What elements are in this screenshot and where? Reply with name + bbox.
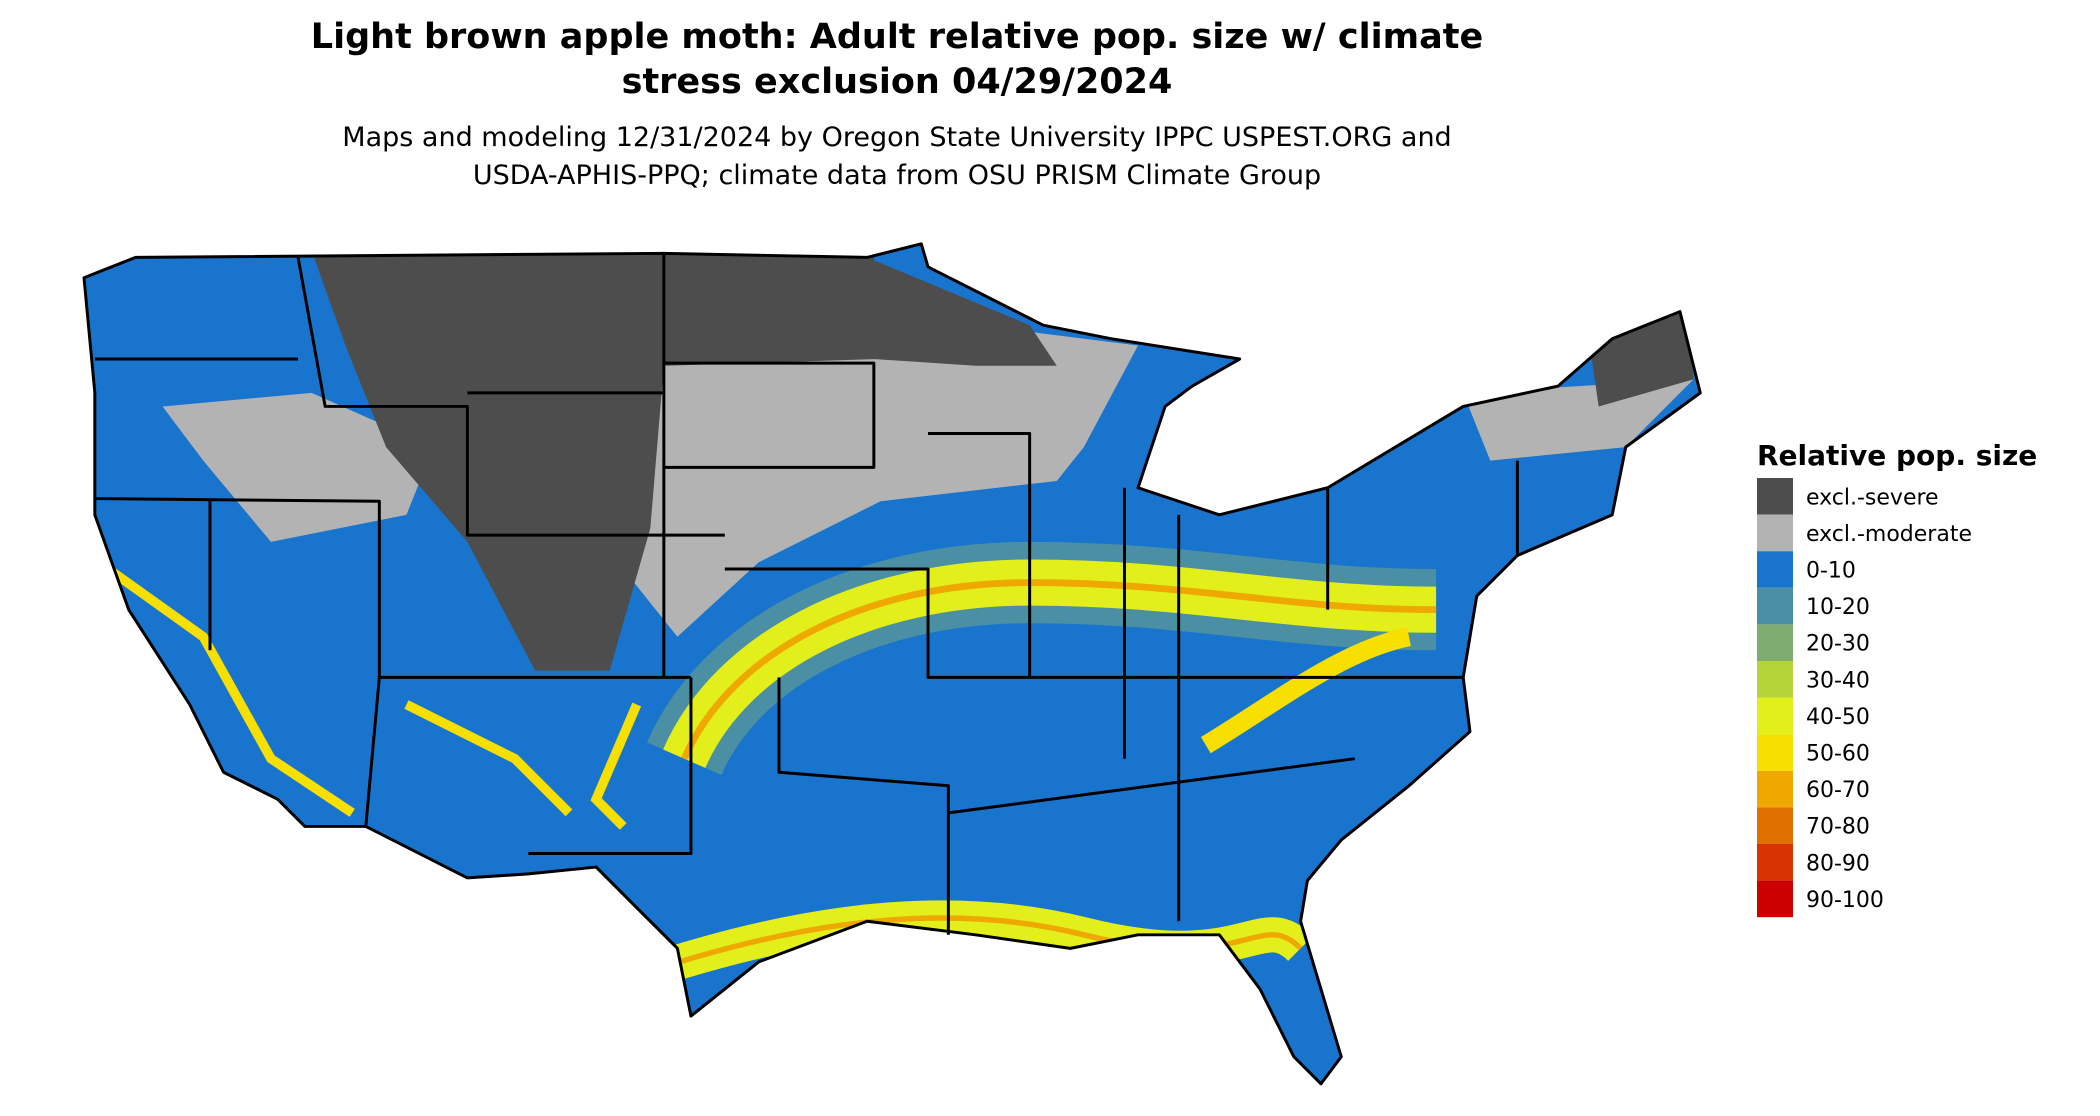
legend-swatch [1757, 478, 1793, 515]
zone-60-70 [635, 915, 1303, 979]
legend: excl.-severe excl.-moderate 0-10 10-20 20-30… [1757, 478, 1972, 918]
legend-label: 0-10 [1806, 559, 1856, 584]
legend-swatch [1757, 697, 1793, 735]
legend-label: 50-60 [1806, 742, 1870, 767]
legend-swatch [1757, 844, 1793, 881]
legend-title: Relative pop. size [1757, 439, 2037, 472]
legend-label: excl.-severe [1806, 485, 1939, 510]
subtitle-line: USDA-APHIS-PPQ; climate data from OSU PR… [473, 160, 1321, 191]
state-borders [94, 253, 1519, 935]
legend-label: 60-70 [1806, 778, 1870, 803]
title-line: stress exclusion 04/29/2024 [622, 62, 1173, 102]
legend-swatch [1757, 734, 1793, 771]
legend-swatch [1757, 807, 1793, 844]
us-map [82, 242, 1702, 1086]
zone-severe [311, 250, 878, 671]
legend-swatch [1757, 661, 1793, 698]
title-line: Light brown apple moth: Adult relative p… [311, 17, 1483, 57]
legend-swatch [1757, 770, 1793, 808]
legend-label: 30-40 [1806, 668, 1870, 693]
legend-label: 80-90 [1806, 851, 1870, 876]
legend-label: excl.-moderate [1806, 522, 1972, 547]
us-outline [82, 242, 1702, 1086]
subtitle-line: Maps and modeling 12/31/2024 by Oregon S… [342, 122, 1451, 153]
legend-label: 90-100 [1806, 888, 1884, 913]
legend-label: 10-20 [1806, 595, 1870, 620]
legend-swatch [1757, 514, 1793, 552]
legend-swatch [1757, 624, 1793, 661]
zone-50-60 [105, 565, 642, 830]
legend-swatch [1757, 551, 1793, 588]
legend-swatch [1757, 880, 1793, 918]
zone-moderate [162, 392, 434, 542]
zone-moderate [623, 331, 1139, 637]
zone-50-60 [1200, 627, 1411, 754]
zone-moderate [1463, 379, 1694, 461]
legend-label: 70-80 [1806, 815, 1870, 840]
legend-swatch [1757, 587, 1793, 625]
legend-label: 40-50 [1806, 705, 1870, 730]
zone-severe [867, 257, 1057, 366]
legend-label: 20-30 [1806, 632, 1870, 657]
